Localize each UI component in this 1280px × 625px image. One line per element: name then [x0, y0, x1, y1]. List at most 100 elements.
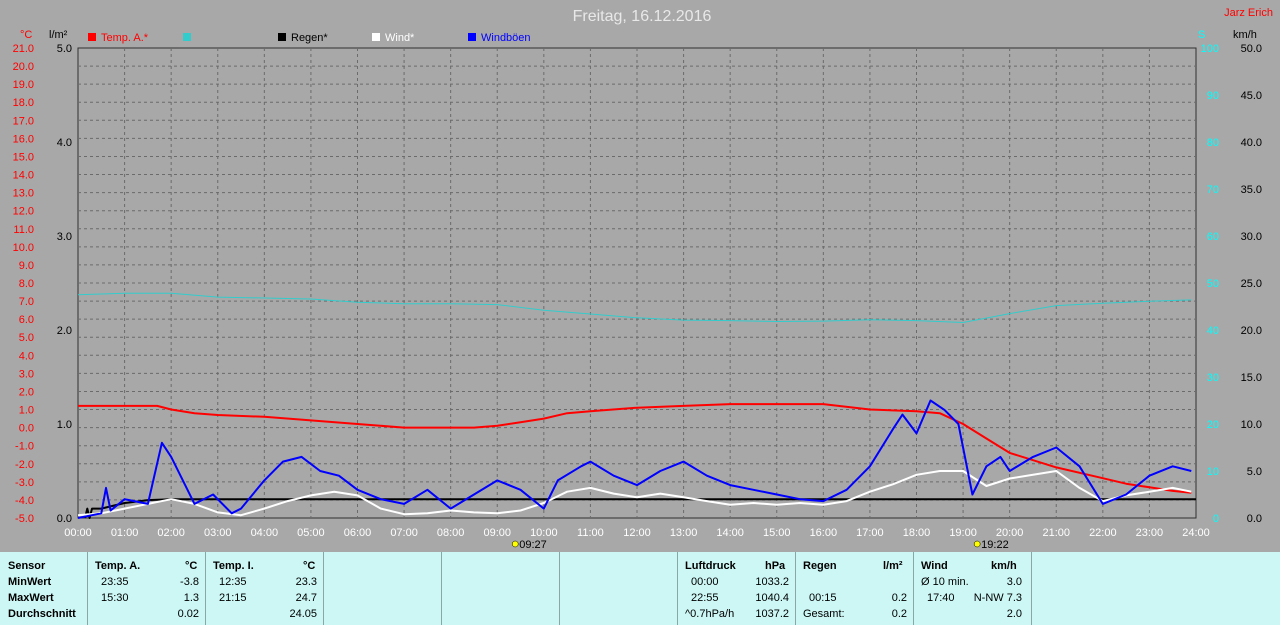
- legend-swatch: [372, 33, 380, 41]
- stats-header-wind-unit: km/h: [991, 560, 1017, 572]
- stats-max-wind-time: 17:40: [927, 592, 955, 604]
- legend-swatch: [88, 33, 96, 41]
- temp-tick-label: 2.0: [19, 386, 34, 398]
- x-tick-label: 04:00: [251, 527, 279, 539]
- x-tick-label: 23:00: [1136, 527, 1164, 539]
- temp-tick-label: 16.0: [13, 133, 34, 145]
- temp-tick-label: 15.0: [13, 151, 34, 163]
- author-label: Jarz Erich: [1224, 7, 1273, 19]
- stats-row-min-label: MinWert: [8, 576, 52, 588]
- x-tick-label: 19:00: [949, 527, 977, 539]
- temp-tick-label: 6.0: [19, 314, 34, 326]
- stats-header-pressure: Luftdruck: [685, 560, 736, 572]
- stats-avg-temp-i-value: 24.05: [289, 608, 317, 620]
- temp-unit-label: °C: [20, 29, 32, 41]
- stats-header-sensor: Sensor: [8, 560, 46, 572]
- legend-label: Wind*: [385, 32, 415, 44]
- x-tick-label: 21:00: [1042, 527, 1070, 539]
- sunrise-icon: [511, 540, 519, 548]
- legend-swatch: [278, 33, 286, 41]
- series-line: [78, 403, 1192, 494]
- temp-tick-label: 10.0: [13, 242, 34, 254]
- temp-tick-label: 20.0: [13, 61, 34, 73]
- stats-max-rain-value: 0.2: [891, 592, 907, 604]
- weather-chart-area: Freitag, 16.12.2016 Jarz Erich °C l/m² S…: [13, 7, 1273, 551]
- rain-tick-label: 2.0: [57, 325, 72, 337]
- temp-tick-label: -2.0: [15, 459, 34, 471]
- chart-grid: [77, 47, 1197, 519]
- chart-title: Freitag, 16.12.2016: [573, 8, 712, 25]
- chart-axes: 00:00 01:00 02:00 03:00 04:00 05:00 06:00 07:00…: [13, 43, 1262, 539]
- x-tick-label: 10:00: [530, 527, 558, 539]
- stats-min-temp-a-time: 23:35: [101, 576, 129, 588]
- wind-tick-label: 30.0: [1241, 231, 1262, 243]
- legend-label: Windböen: [481, 32, 531, 44]
- pressure-tick-label: 10: [1207, 466, 1219, 478]
- weather-chart: Freitag, 16.12.2016 Jarz Erich °C l/m² S…: [13, 7, 1273, 551]
- sunset-time-label: 19:22: [981, 539, 1009, 551]
- stats-divider: [913, 552, 914, 625]
- wind-tick-label: 20.0: [1241, 325, 1262, 337]
- x-tick-label: 11:00: [577, 527, 604, 539]
- x-tick-label: 24:00: [1182, 527, 1210, 539]
- temp-tick-label: 7.0: [19, 296, 34, 308]
- pressure-tick-label: 80: [1207, 137, 1219, 149]
- stats-min-temp-a-value: -3.8: [180, 576, 199, 588]
- stats-divider: [87, 552, 88, 625]
- x-tick-label: 13:00: [670, 527, 698, 539]
- temp-tick-label: 4.0: [19, 350, 34, 362]
- chart-legend: Temp. A.* Regen* Wind* Windböen: [88, 32, 531, 44]
- pressure-tick-label: 100: [1201, 43, 1219, 55]
- wind-tick-label: 15.0: [1241, 372, 1262, 384]
- temp-tick-label: 0.0: [19, 423, 34, 435]
- rain-tick-label: 4.0: [57, 137, 72, 149]
- stats-divider: [323, 552, 324, 625]
- temp-tick-label: -4.0: [15, 495, 34, 507]
- rain-tick-label: 1.0: [57, 419, 72, 431]
- stats-min-temp-i-value: 23.3: [295, 576, 317, 588]
- stats-min-wind-label: Ø 10 min.: [921, 576, 969, 588]
- legend-swatch: [468, 33, 476, 41]
- temp-tick-label: 19.0: [13, 79, 34, 91]
- series-line: [77, 470, 1192, 517]
- pressure-tick-label: 90: [1207, 90, 1219, 102]
- stats-header-rain: Regen: [803, 560, 837, 572]
- x-tick-label: 22:00: [1089, 527, 1117, 539]
- stats-max-pressure-value: 1040.4: [755, 592, 789, 604]
- stats-header-temp-a: Temp. A.: [95, 560, 141, 572]
- x-tick-label: 08:00: [437, 527, 465, 539]
- stats-divider: [795, 552, 796, 625]
- statistics-panel: Sensor Temp. A. °C Temp. I. °C Luftdruck…: [0, 552, 1280, 625]
- stats-max-temp-i-value: 24.7: [295, 592, 317, 604]
- x-tick-label: 16:00: [810, 527, 838, 539]
- x-tick-label: 06:00: [344, 527, 372, 539]
- temp-tick-label: 3.0: [19, 368, 34, 380]
- x-tick-label: 17:00: [856, 527, 884, 539]
- pressure-tick-label: 50: [1207, 278, 1219, 290]
- pressure-tick-label: 20: [1207, 419, 1219, 431]
- stats-avg-pressure-trend: ^0.7hPa/h: [685, 608, 735, 620]
- legend-swatch: [183, 33, 191, 41]
- pressure-unit-label: S: [1198, 29, 1205, 41]
- x-tick-label: 20:00: [996, 527, 1024, 539]
- x-tick-label: 00:00: [64, 527, 92, 539]
- x-tick-label: 03:00: [204, 527, 232, 539]
- stats-avg-temp-a-value: 0.02: [177, 608, 199, 620]
- temp-tick-label: 21.0: [13, 43, 34, 55]
- wind-tick-label: 40.0: [1241, 137, 1262, 149]
- stats-max-pressure-time: 22:55: [691, 592, 719, 604]
- stats-avg-pressure-value: 1037.2: [755, 608, 789, 620]
- sunrise-time-label: 09:27: [519, 539, 547, 551]
- wind-tick-label: 45.0: [1241, 90, 1262, 102]
- wind-tick-label: 5.0: [1247, 466, 1262, 478]
- legend-label: Temp. A.*: [101, 32, 149, 44]
- wind-tick-label: 35.0: [1241, 184, 1262, 196]
- temp-tick-label: 17.0: [13, 115, 34, 127]
- x-tick-label: 05:00: [297, 527, 325, 539]
- stats-header-wind: Wind: [921, 560, 948, 572]
- pressure-tick-label: 0: [1213, 513, 1219, 525]
- temp-tick-label: 9.0: [19, 260, 34, 272]
- x-tick-label: 15:00: [763, 527, 791, 539]
- temp-tick-label: 18.0: [13, 97, 34, 109]
- wind-tick-label: 0.0: [1247, 513, 1262, 525]
